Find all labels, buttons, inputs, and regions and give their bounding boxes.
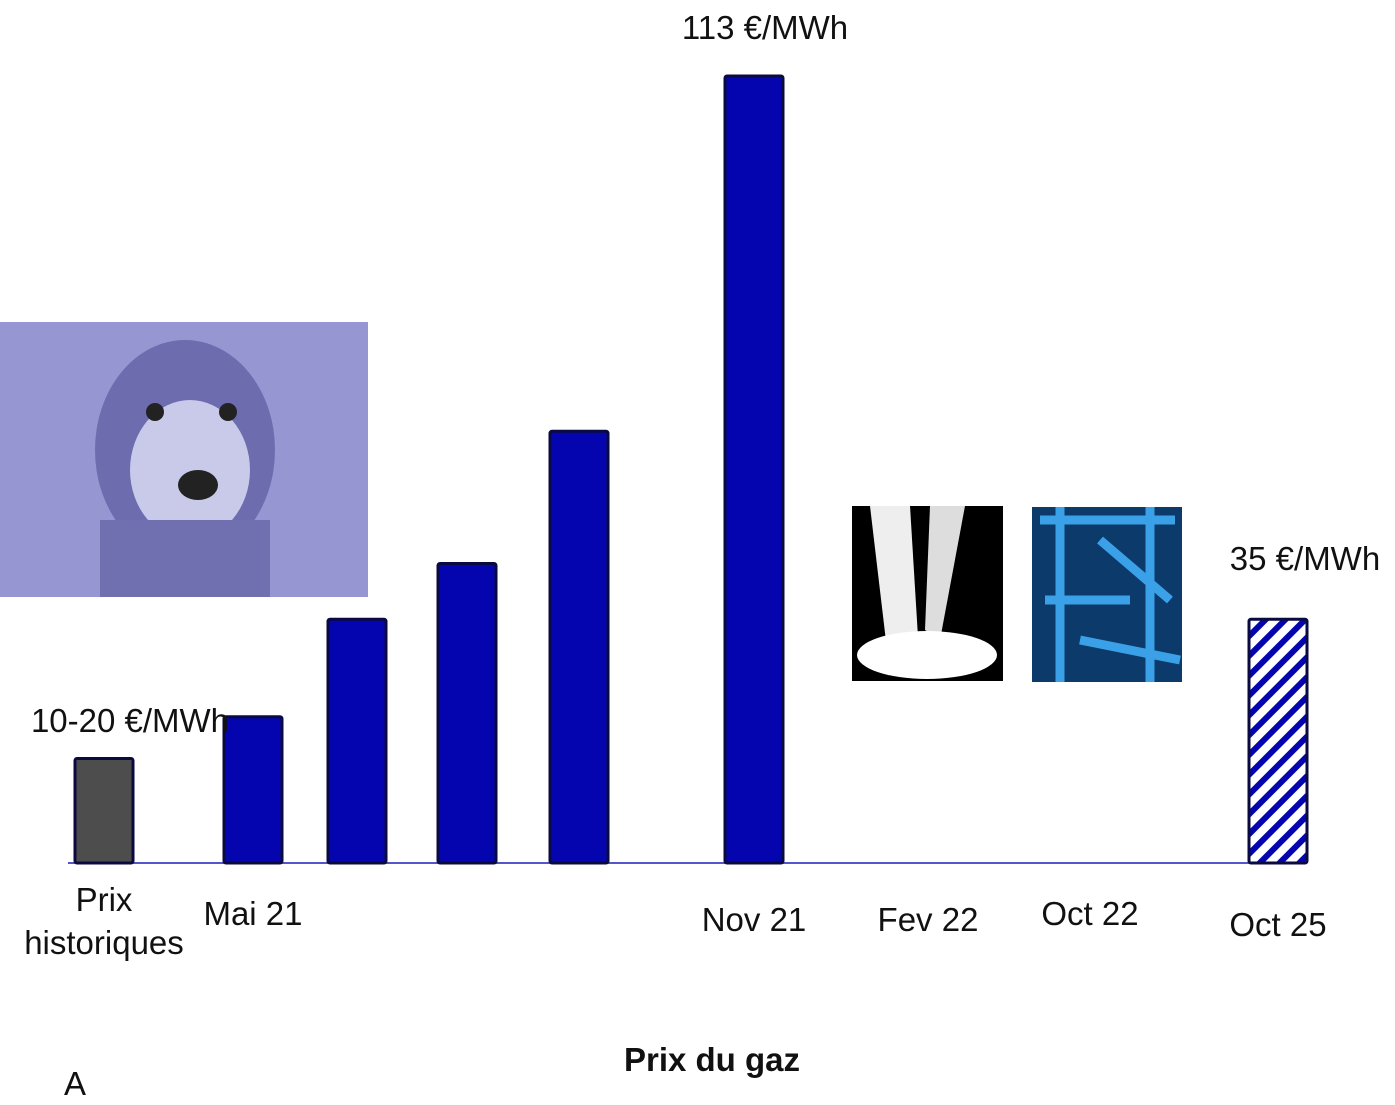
bar bbox=[438, 564, 496, 863]
x-tick-label: Mai 21 bbox=[173, 892, 333, 935]
value-label: 113 €/MWh bbox=[645, 6, 885, 49]
annotation: A bbox=[60, 1062, 90, 1105]
x-tick-label: Oct 25 bbox=[1198, 903, 1358, 946]
x-tick-label: Prix historiques bbox=[9, 878, 199, 964]
page: Prix du gaz A (() => { const data = JSON… bbox=[0, 0, 1395, 1081]
boots-photo bbox=[852, 506, 1003, 681]
dog-photo bbox=[0, 322, 368, 597]
value-label: 10-20 €/MWh bbox=[10, 699, 250, 742]
bar bbox=[75, 759, 133, 863]
pipes-photo bbox=[1032, 507, 1182, 682]
x-tick-label: Nov 21 bbox=[674, 898, 834, 941]
chart-title: Prix du gaz bbox=[512, 1038, 912, 1081]
bar bbox=[328, 619, 386, 863]
bar bbox=[1249, 619, 1307, 863]
value-label: 35 €/MWh bbox=[1185, 537, 1395, 580]
x-tick-label: Oct 22 bbox=[1010, 892, 1170, 935]
x-tick-label: Fev 22 bbox=[848, 898, 1008, 941]
bar bbox=[725, 76, 783, 863]
bar bbox=[550, 431, 608, 863]
